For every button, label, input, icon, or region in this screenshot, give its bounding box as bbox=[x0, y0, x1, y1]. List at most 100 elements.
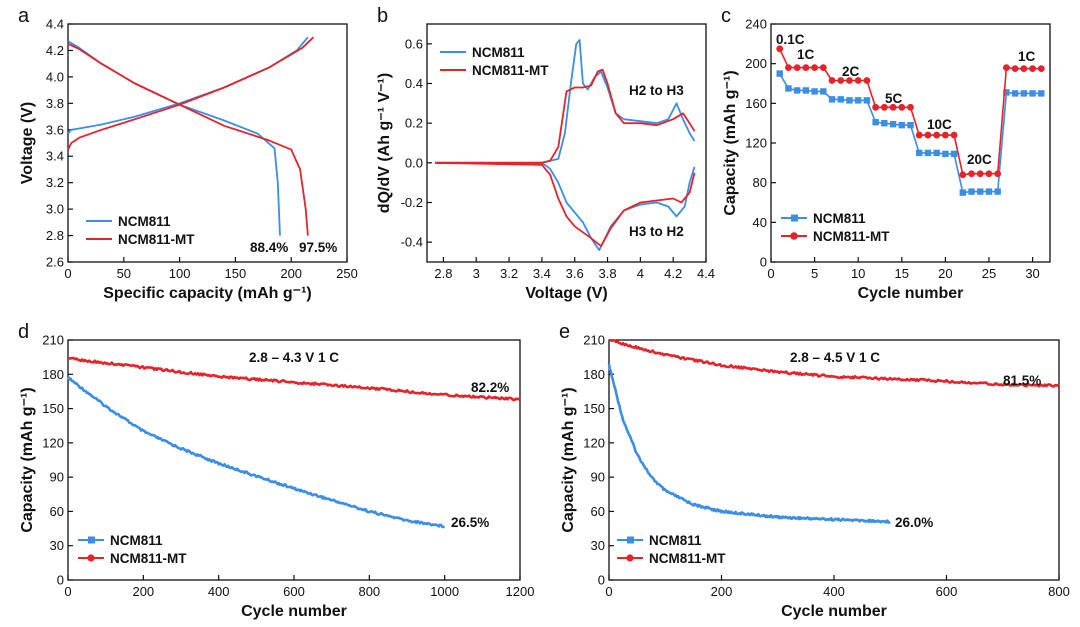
y-tick-label: 210 bbox=[583, 333, 605, 348]
ncm811-mt-point bbox=[924, 131, 932, 139]
legend-marker bbox=[790, 232, 798, 240]
y-tick-label: 60 bbox=[591, 504, 605, 519]
ncm811-point bbox=[977, 188, 984, 195]
ncm811-point bbox=[959, 189, 967, 196]
legend-marker bbox=[87, 554, 95, 562]
x-axis-label: Cycle number bbox=[781, 603, 887, 620]
legend-label: NCM811 bbox=[649, 533, 702, 548]
y-tick-label: -0.4 bbox=[401, 235, 423, 250]
ncm811-mt-point bbox=[994, 170, 1002, 178]
ncm811-mt-point bbox=[985, 170, 993, 178]
ncm811-mt-cycling-curve bbox=[608, 338, 1060, 388]
ncm811-mt-rate-line bbox=[778, 48, 1042, 176]
retention-label-ncm811-mt: 81.5% bbox=[1003, 373, 1041, 388]
x-tick-label: 0 bbox=[64, 266, 71, 281]
x-tick-label: 20 bbox=[938, 266, 952, 281]
y-tick-label: 90 bbox=[50, 470, 64, 485]
ncm811-mt-point bbox=[828, 77, 836, 84]
x-tick-label: 200 bbox=[132, 584, 154, 599]
ncm811-mt-point bbox=[941, 131, 949, 139]
ncm811-mt-point bbox=[837, 77, 845, 84]
x-tick-label: 25 bbox=[982, 266, 996, 281]
ncm811-mt-point bbox=[933, 131, 941, 139]
y-axis-label: Voltage (V) bbox=[19, 102, 36, 184]
ncm811-mt-point bbox=[872, 103, 880, 111]
y-tick-label: 3.2 bbox=[46, 175, 64, 190]
ncm811-mt-point bbox=[889, 103, 897, 111]
legend-label: NCM811-MT bbox=[472, 63, 549, 78]
ncm811-point bbox=[924, 149, 932, 157]
ncm811-mt-point bbox=[1037, 65, 1045, 73]
y-tick-label: 60 bbox=[50, 504, 64, 519]
x-tick-label: 10 bbox=[851, 266, 865, 281]
ncm811-cycling-curve bbox=[66, 376, 445, 529]
rate-label: 1C bbox=[797, 47, 815, 62]
y-tick-label: 3.6 bbox=[46, 122, 64, 137]
panel-c: 0 5 10 15 20 25 30 0 40 80 120 160 200 240 Cycle numbe… bbox=[721, 5, 1051, 302]
y-tick-label: 180 bbox=[583, 367, 605, 382]
retention-label-ncm811-mt: 97.5% bbox=[299, 240, 337, 255]
annotation-h2-to-h3: H2 to H3 bbox=[629, 83, 684, 98]
panel-e: 0 200 400 600 800 0 30 60 90 120 150 180 210 Cycle nu… bbox=[559, 321, 1070, 620]
legend-label: NCM811-MT bbox=[110, 551, 187, 566]
ncm811-point bbox=[916, 149, 923, 157]
x-tick-label: 600 bbox=[936, 584, 958, 599]
y-tick-label: 0.0 bbox=[405, 155, 423, 170]
y-tick-label: 240 bbox=[745, 17, 767, 32]
ncm811-mt-point bbox=[959, 171, 967, 179]
legend-label: NCM811 bbox=[472, 45, 525, 60]
x-tick-label: 4.4 bbox=[697, 266, 715, 281]
y-tick-label: 120 bbox=[745, 136, 767, 151]
retention-label-ncm811: 26.5% bbox=[451, 515, 489, 530]
ncm811-point bbox=[881, 119, 888, 127]
y-tick-label: 180 bbox=[42, 367, 64, 382]
plot-frame bbox=[426, 23, 707, 263]
ncm811-mt-point bbox=[898, 103, 906, 111]
ncm811-mt-point bbox=[854, 77, 862, 84]
y-tick-label: 2.6 bbox=[46, 255, 64, 270]
condition-label: 2.8 – 4.5 V 1 C bbox=[790, 350, 880, 365]
x-tick-label: 2.8 bbox=[434, 266, 452, 281]
ncm811-mt-dqdv-curve bbox=[435, 68, 696, 164]
ncm811-mt-point bbox=[915, 131, 923, 139]
ncm811-point bbox=[1003, 89, 1010, 96]
ncm811-point bbox=[1020, 90, 1028, 97]
y-tick-label: 3.4 bbox=[46, 149, 64, 164]
y-tick-label: 90 bbox=[591, 470, 605, 485]
panel-letter: d bbox=[18, 321, 29, 343]
ncm811-mt-point bbox=[793, 64, 801, 72]
ncm811-mt-cycling-curve bbox=[68, 356, 521, 402]
y-axis-label: Capacity (mAh g⁻¹) bbox=[19, 387, 36, 532]
ncm811-point bbox=[1029, 90, 1036, 97]
y-tick-label: 150 bbox=[42, 401, 64, 416]
ncm811-point bbox=[837, 96, 844, 103]
ncm811-mt-dqdv-curve bbox=[435, 161, 696, 247]
y-tick-label: 30 bbox=[50, 538, 64, 553]
x-tick-label: 15 bbox=[895, 266, 909, 281]
legend-label: NCM811-MT bbox=[813, 229, 890, 244]
panel-b: 2.8 3 3.2 3.4 3.6 3.8 4 4.2 4.4 -0.4 -0.2 0.0 0.2 0.4… bbox=[376, 5, 715, 302]
x-tick-label: 800 bbox=[358, 584, 380, 599]
x-tick-label: 50 bbox=[117, 266, 131, 281]
ncm811-mt-point bbox=[863, 77, 871, 84]
plot-frame bbox=[67, 23, 348, 263]
x-axis-label: Voltage (V) bbox=[525, 285, 607, 302]
ncm811-mt-point bbox=[776, 45, 784, 53]
ncm811-point bbox=[863, 97, 871, 104]
ncm811-rate-line bbox=[779, 73, 1042, 194]
x-tick-label: 0 bbox=[767, 266, 774, 281]
x-axis-label: Specific capacity (mAh g⁻¹) bbox=[103, 285, 312, 302]
ncm811-mt-point bbox=[785, 64, 792, 72]
x-tick-label: 3.6 bbox=[566, 266, 584, 281]
y-tick-label: 0.6 bbox=[405, 36, 423, 51]
rate-label: 10C bbox=[927, 117, 952, 132]
ncm811-mt-point bbox=[950, 131, 958, 139]
ncm811-point bbox=[776, 70, 783, 77]
legend-marker bbox=[627, 536, 634, 544]
ncm811-mt-point bbox=[1003, 64, 1010, 72]
x-tick-label: 4 bbox=[637, 266, 644, 281]
ncm811-charge-curve bbox=[67, 36, 309, 135]
ncm811-point bbox=[828, 96, 836, 103]
ncm811-discharge-curve bbox=[67, 40, 281, 236]
panel-d: 0 200 400 600 800 1000 1200 0 30 60 90 120 150 180 210… bbox=[18, 321, 534, 620]
